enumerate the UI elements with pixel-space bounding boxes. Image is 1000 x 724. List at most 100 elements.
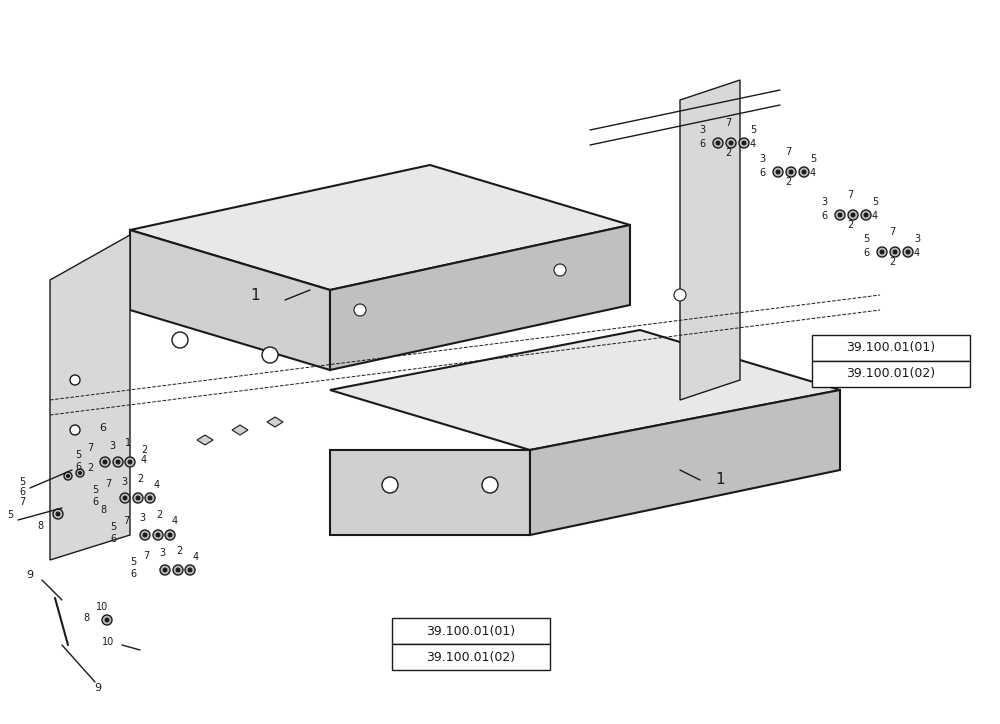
Text: 4: 4 — [810, 168, 816, 178]
Circle shape — [165, 530, 175, 540]
Text: 5: 5 — [750, 125, 756, 135]
Text: 8: 8 — [37, 521, 43, 531]
Text: 7: 7 — [87, 443, 93, 453]
Text: 7: 7 — [123, 516, 129, 526]
Circle shape — [172, 332, 188, 348]
Circle shape — [105, 618, 109, 622]
Circle shape — [726, 138, 736, 148]
Text: 2: 2 — [785, 177, 791, 187]
Text: 5: 5 — [19, 477, 25, 487]
Text: 4: 4 — [750, 139, 756, 149]
Text: 3: 3 — [914, 234, 920, 244]
Circle shape — [103, 460, 107, 464]
Polygon shape — [50, 235, 130, 560]
Text: 8: 8 — [100, 505, 106, 515]
Text: 6: 6 — [863, 248, 869, 258]
Circle shape — [125, 457, 135, 467]
Bar — [392, 644, 550, 670]
Polygon shape — [232, 425, 248, 435]
Text: 3: 3 — [759, 154, 765, 164]
Bar — [392, 618, 550, 644]
Text: 2: 2 — [725, 148, 731, 158]
Text: 10: 10 — [96, 602, 108, 612]
Text: 9: 9 — [26, 570, 34, 580]
Text: 4: 4 — [141, 455, 147, 465]
Text: 39.100.01(02): 39.100.01(02) — [846, 368, 936, 381]
Circle shape — [153, 530, 163, 540]
Circle shape — [893, 250, 897, 254]
Circle shape — [906, 250, 910, 254]
Circle shape — [716, 141, 720, 145]
Text: 3: 3 — [699, 125, 705, 135]
Circle shape — [133, 493, 143, 503]
Circle shape — [354, 304, 366, 316]
Circle shape — [776, 170, 780, 174]
Circle shape — [713, 138, 723, 148]
Circle shape — [120, 493, 130, 503]
Polygon shape — [330, 330, 840, 450]
Circle shape — [53, 509, 63, 519]
Circle shape — [382, 477, 398, 493]
Circle shape — [128, 460, 132, 464]
Circle shape — [188, 568, 192, 572]
Text: 5: 5 — [810, 154, 816, 164]
Text: 6: 6 — [75, 462, 81, 472]
Text: 4: 4 — [193, 552, 199, 562]
Bar — [812, 335, 970, 361]
Text: 2: 2 — [176, 546, 182, 556]
Circle shape — [773, 167, 783, 177]
Circle shape — [176, 568, 180, 572]
Circle shape — [729, 141, 733, 145]
Circle shape — [877, 247, 887, 257]
Polygon shape — [330, 225, 630, 370]
Text: 6: 6 — [699, 139, 705, 149]
Circle shape — [156, 533, 160, 537]
Circle shape — [835, 210, 845, 220]
Text: 5: 5 — [75, 450, 81, 460]
Text: 7: 7 — [889, 227, 895, 237]
Circle shape — [66, 474, 70, 478]
Text: 7: 7 — [725, 118, 731, 128]
Polygon shape — [267, 417, 283, 427]
Text: 39.100.01(01): 39.100.01(01) — [846, 342, 936, 355]
Circle shape — [554, 264, 566, 276]
Circle shape — [173, 565, 183, 575]
Circle shape — [674, 289, 686, 301]
Text: 6: 6 — [759, 168, 765, 178]
Circle shape — [789, 170, 793, 174]
Circle shape — [143, 533, 147, 537]
Text: 6: 6 — [92, 497, 98, 507]
Text: 5: 5 — [130, 557, 136, 567]
Circle shape — [838, 213, 842, 217]
Text: 2: 2 — [889, 257, 895, 267]
Text: 7: 7 — [105, 479, 111, 489]
Polygon shape — [197, 435, 213, 445]
Circle shape — [851, 213, 855, 217]
Text: 3: 3 — [821, 197, 827, 207]
Polygon shape — [130, 165, 630, 290]
Circle shape — [802, 170, 806, 174]
Circle shape — [56, 512, 60, 516]
Text: 3: 3 — [159, 548, 165, 558]
Text: 2: 2 — [141, 445, 147, 455]
Circle shape — [739, 138, 749, 148]
Text: 2: 2 — [87, 463, 93, 473]
Circle shape — [168, 533, 172, 537]
Text: 5: 5 — [110, 522, 116, 532]
Bar — [812, 361, 970, 387]
Circle shape — [262, 347, 278, 363]
Circle shape — [848, 210, 858, 220]
Circle shape — [890, 247, 900, 257]
Text: 39.100.01(01): 39.100.01(01) — [426, 625, 516, 638]
Circle shape — [185, 565, 195, 575]
Circle shape — [148, 496, 152, 500]
Text: 5: 5 — [872, 197, 878, 207]
Text: 2: 2 — [156, 510, 162, 520]
Circle shape — [70, 425, 80, 435]
Circle shape — [102, 615, 112, 625]
Circle shape — [70, 375, 80, 385]
Text: 4: 4 — [172, 516, 178, 526]
Text: 1: 1 — [715, 473, 725, 487]
Circle shape — [163, 568, 167, 572]
Text: 3: 3 — [109, 441, 115, 451]
